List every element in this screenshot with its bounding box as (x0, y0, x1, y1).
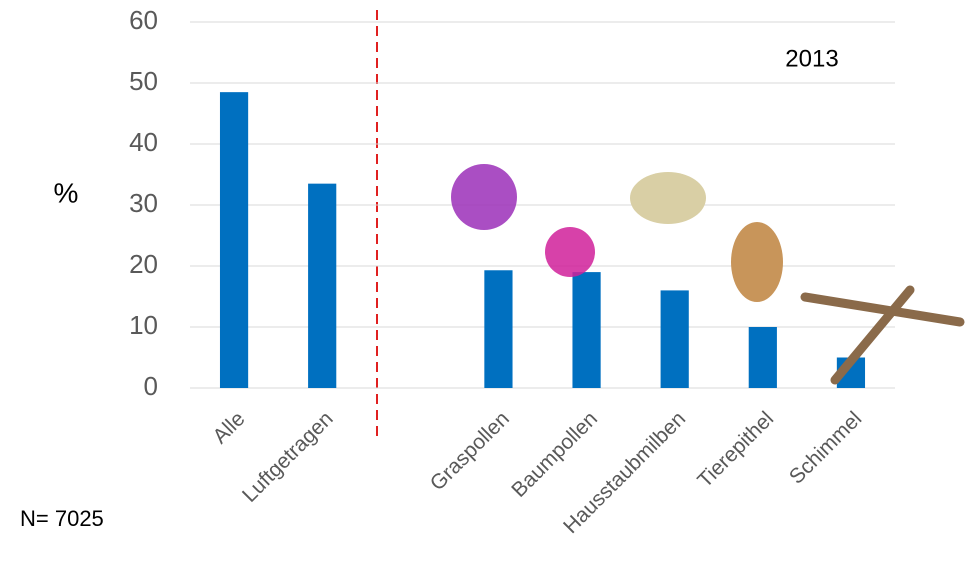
pollen-image (545, 227, 595, 277)
x-tick-label: Schimmel (785, 407, 866, 488)
note: N= 7025 (20, 506, 104, 531)
x-tick-label: Tierepithel (693, 407, 778, 492)
bar (660, 290, 689, 388)
x-tick-label: Alle (208, 407, 249, 448)
annotation: 2013 (785, 45, 838, 72)
y-tick-label: 10 (129, 310, 158, 340)
bar (748, 327, 777, 388)
y-tick-label: 60 (129, 5, 158, 35)
mite-image (630, 172, 706, 224)
bar (219, 92, 249, 389)
cat-image (731, 222, 783, 302)
x-tick-label: Luftgetragen (238, 407, 338, 507)
y-tick-label: 30 (129, 188, 158, 218)
mold-image (830, 285, 915, 385)
y-tick-label: 50 (129, 66, 158, 96)
mold-image (800, 292, 965, 327)
bar (308, 183, 337, 388)
bar (484, 270, 513, 388)
y-tick-label: 0 (144, 371, 158, 401)
y-tick-label: 40 (129, 127, 158, 157)
x-tick-label: Baumpollen (507, 407, 602, 502)
decorations (451, 164, 965, 385)
y-tick-label: 20 (129, 249, 158, 279)
bar (572, 272, 601, 388)
pollen-image (451, 164, 517, 230)
x-tick-label: Graspollen (426, 407, 514, 495)
y-axis-label: % (54, 177, 79, 208)
